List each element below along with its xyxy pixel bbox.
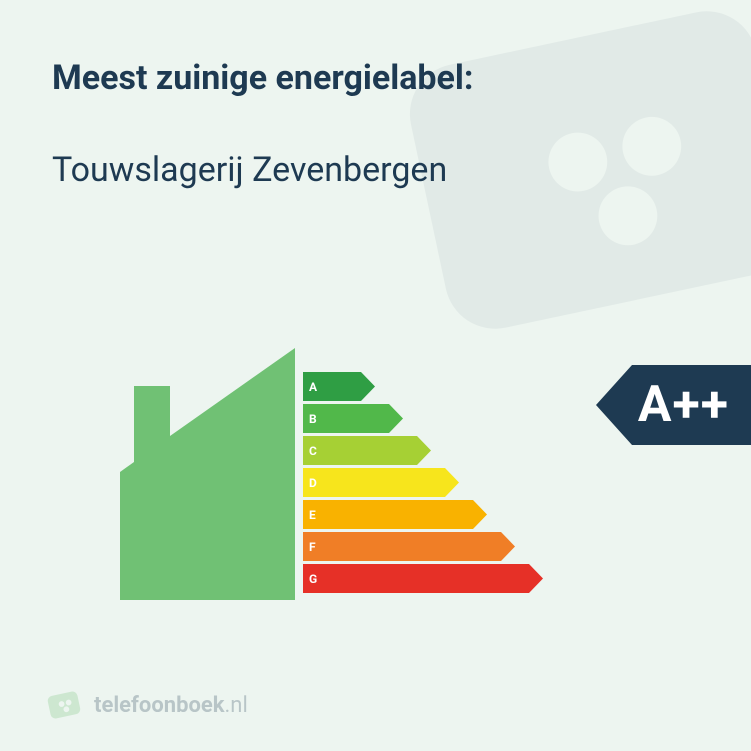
bar-label: B <box>309 412 317 426</box>
bar-shape <box>303 436 431 465</box>
bar-label: C <box>309 444 317 458</box>
watermark-icon <box>391 0 751 380</box>
bar-shape <box>303 500 487 529</box>
rating-badge-arrow <box>596 365 632 445</box>
location-name: Touwslagerij Zevenbergen <box>52 150 447 190</box>
bar-shape <box>303 532 515 561</box>
rating-badge-text: A++ <box>632 365 751 445</box>
footer-brand-suffix: .nl <box>225 693 248 718</box>
bar-label: F <box>309 540 316 554</box>
page-title: Meest zuinige energielabel: <box>52 58 474 98</box>
rating-badge: A++ <box>596 365 751 445</box>
bar-label: D <box>309 476 317 490</box>
bar-shape <box>303 404 403 433</box>
footer-brand-text: telefoonboek.nl <box>94 693 248 718</box>
bar-shape <box>303 564 543 593</box>
footer-logo-icon <box>46 687 82 723</box>
bar-label: G <box>309 572 317 586</box>
bar-label: E <box>309 508 316 522</box>
bar-shape <box>303 468 459 497</box>
bar-label: A <box>309 380 317 394</box>
energy-label-graphic: A B C D E F G <box>120 348 540 608</box>
footer-brand: telefoonboek.nl <box>46 687 248 723</box>
house-icon <box>120 348 295 608</box>
footer-brand-bold: telefoonboek <box>94 693 225 718</box>
